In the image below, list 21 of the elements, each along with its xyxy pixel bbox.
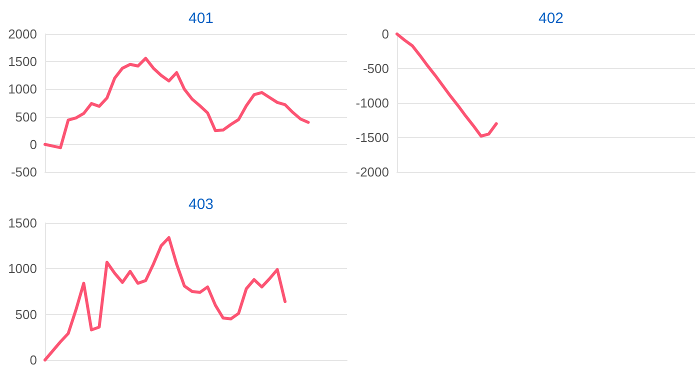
y-tick-label: 0 — [30, 136, 37, 152]
chart-title: 401 — [188, 10, 214, 27]
y-tick-label: 1000 — [8, 261, 37, 276]
y-tick-label: -1500 — [356, 130, 389, 145]
chart-title: 403 — [188, 196, 214, 213]
chart-title: 402 — [538, 10, 564, 27]
y-tick-label: -500 — [10, 164, 37, 180]
line-series — [44, 56, 310, 150]
y-tick-label: 1000 — [8, 82, 37, 97]
y-tick-label: -1000 — [356, 96, 389, 110]
y-tick-label: 0 — [30, 352, 37, 368]
y-tick-label: 0 — [382, 26, 389, 42]
y-tick-label: 1500 — [8, 216, 37, 230]
y-tick-label: -500 — [362, 61, 389, 76]
y-tick-label: 500 — [15, 306, 37, 322]
line-series — [396, 32, 498, 138]
y-tick-label: 2000 — [8, 26, 37, 42]
y-tick-label: 1500 — [8, 54, 37, 70]
y-tick-label: 500 — [15, 109, 37, 124]
line-series — [44, 236, 287, 362]
y-tick-label: -2000 — [356, 164, 389, 180]
